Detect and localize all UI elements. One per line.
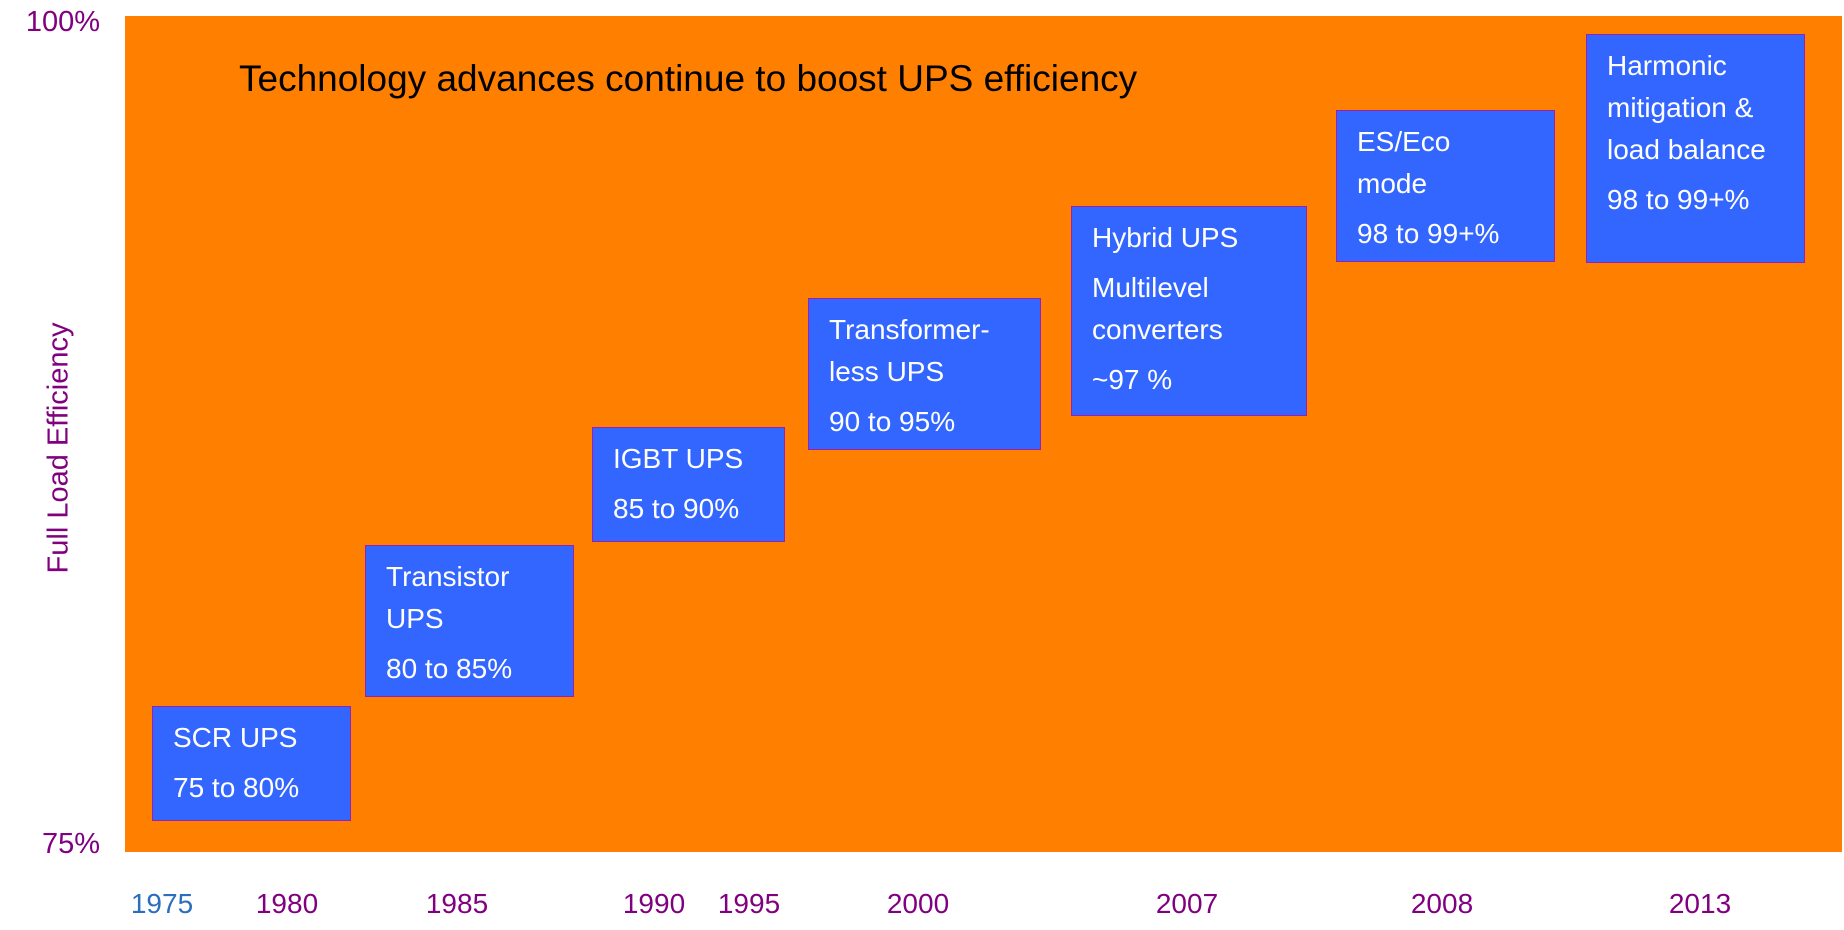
paragraph: 90 to 95%: [829, 401, 1040, 443]
y-top: 100%: [25, 6, 100, 38]
milestone-box: Transistor UPS 80 to 85%: [365, 545, 574, 697]
text-line: less UPS: [829, 356, 945, 387]
year-label: 1980: [255, 888, 319, 919]
year-label: 2013: [1668, 888, 1732, 919]
year-label: 1990: [622, 888, 686, 919]
paragraph: Harmonic mitigation & load balance: [1607, 45, 1804, 171]
text-line: IGBT UPS: [613, 443, 744, 474]
text-line: load balance: [1607, 134, 1766, 165]
text-line: 75 to 80%: [173, 772, 300, 803]
text-line: 85 to 90%: [613, 493, 740, 524]
year-label: 1975: [130, 888, 194, 919]
text-line: Transformer-: [829, 314, 990, 345]
year-label: 2007: [1155, 888, 1219, 919]
text-line: ES/Eco: [1357, 126, 1451, 157]
milestone-box: Hybrid UPS Multilevel converters ~97 %: [1071, 206, 1307, 416]
text-line: 80 to 85%: [386, 653, 513, 684]
paragraph: 85 to 90%: [613, 488, 784, 530]
year-label: 2000: [886, 888, 950, 919]
text-line: Multilevel: [1092, 272, 1209, 303]
text-line: Hybrid UPS: [1092, 222, 1239, 253]
paragraph: Transformer-less UPS: [829, 309, 1040, 393]
paragraph: 98 to 99+%: [1357, 213, 1554, 255]
year-label: 1995: [717, 888, 781, 919]
text-line: mode: [1357, 168, 1428, 199]
text-line: 90 to 95%: [829, 406, 956, 437]
milestone-box: ES/Eco mode 98 to 99+%: [1336, 110, 1555, 262]
year-label: 1985: [425, 888, 489, 919]
y-bottom: 75%: [41, 828, 100, 860]
year-label: 2008: [1410, 888, 1474, 919]
paragraph: ES/Eco mode: [1357, 121, 1554, 205]
text-line: Harmonic: [1607, 50, 1727, 81]
text-line: 98 to 99+%: [1357, 218, 1500, 249]
paragraph: 80 to 85%: [386, 648, 573, 690]
text-line: 98 to 99+%: [1607, 184, 1750, 215]
paragraph: IGBT UPS: [613, 438, 784, 480]
paragraph: 98 to 99+%: [1607, 179, 1804, 221]
milestone-box: Harmonic mitigation & load balance 98 to 99…: [1586, 34, 1805, 263]
text-line: ~97 %: [1092, 364, 1173, 395]
text-line: UPS: [386, 603, 444, 634]
paragraph: Transistor UPS: [386, 556, 573, 640]
paragraph: Multilevel converters: [1092, 267, 1306, 351]
text-line: mitigation &: [1607, 92, 1754, 123]
paragraph: 75 to 80%: [173, 767, 350, 809]
paragraph: ~97 %: [1092, 359, 1306, 401]
milestone-box: IGBT UPS 85 to 90%: [592, 427, 785, 542]
text-line: Transistor: [386, 561, 510, 592]
milestone-box: Transformer-less UPS 90 to 95%: [808, 298, 1041, 450]
y-label: Full Load Efficiency: [42, 322, 75, 574]
paragraph: SCR UPS: [173, 717, 350, 759]
paragraph: Hybrid UPS: [1092, 217, 1306, 259]
text-line: SCR UPS: [173, 722, 298, 753]
text-line: converters: [1092, 314, 1223, 345]
milestone-box: SCR UPS 75 to 80%: [152, 706, 351, 821]
title: Technology advances continue to boost UP…: [239, 58, 1138, 99]
